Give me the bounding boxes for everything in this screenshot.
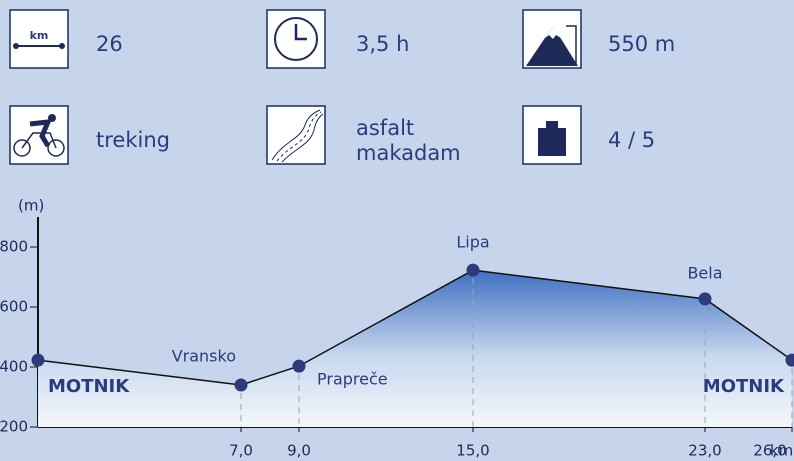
point: [698, 292, 712, 306]
point-label: MOTNIK: [48, 376, 130, 397]
icon-text: km: [30, 29, 49, 42]
y-tick-label: 800: [0, 238, 28, 256]
icon-road: [266, 105, 326, 165]
y-tick-label: 400: [0, 358, 28, 376]
x-tick-label: 23,0: [688, 442, 721, 460]
point-label: MOTNIK: [703, 376, 785, 397]
icon-time: [266, 9, 326, 69]
stat-difficulty: 4 / 5: [608, 128, 655, 152]
stat-elevation: 550 m: [608, 32, 675, 56]
area: [38, 270, 792, 427]
stat-surface: asfalt: [356, 116, 414, 140]
icon-difficulty: [522, 105, 582, 165]
y-tick-label: 600: [0, 298, 28, 316]
icon-bike: [9, 105, 69, 165]
x-tick-label: 26,0: [753, 442, 786, 460]
icon-distance: km: [9, 9, 69, 69]
icon-elevation: [522, 9, 582, 69]
point: [234, 378, 248, 392]
point: [31, 353, 45, 367]
stat-bike: treking: [96, 128, 170, 152]
x-axis-unit: km: [770, 442, 793, 460]
point-label: Prapreče: [317, 370, 388, 389]
point-label: Bela: [687, 263, 722, 282]
point: [785, 353, 794, 367]
point-label: Vransko: [172, 347, 236, 366]
point: [292, 359, 306, 373]
point-label: Lipa: [456, 233, 489, 252]
stat-distance: 26: [96, 32, 123, 56]
profile-line: [37, 269, 793, 386]
y-tick-label: 200: [0, 418, 28, 436]
stat-surface: makadam: [356, 141, 461, 165]
x-tick-label: 9,0: [287, 442, 311, 460]
point: [466, 263, 480, 277]
x-tick-label: 15,0: [456, 442, 489, 460]
y-axis-label: (m): [18, 197, 44, 215]
stat-time: 3,5 h: [356, 32, 409, 56]
x-tick-label: 7,0: [229, 442, 253, 460]
